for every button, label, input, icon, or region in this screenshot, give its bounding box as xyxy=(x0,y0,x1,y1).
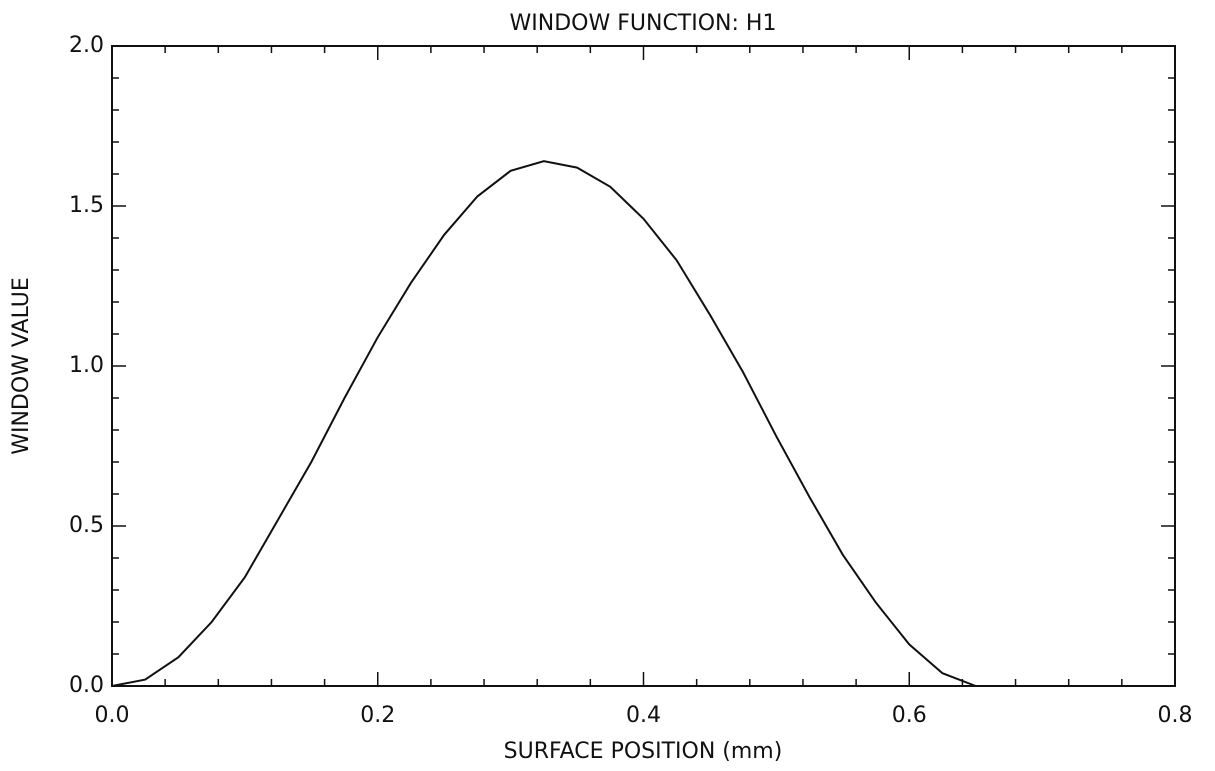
chart-title: WINDOW FUNCTION: H1 xyxy=(510,11,777,36)
y-tick-label: 1.5 xyxy=(69,193,104,218)
x-tick-label: 0.2 xyxy=(360,703,395,728)
x-tick-label: 0.8 xyxy=(1158,703,1193,728)
x-tick-label: 0.6 xyxy=(892,703,927,728)
plot-frame xyxy=(111,45,1176,687)
x-tick-label: 0.0 xyxy=(95,703,130,728)
y-tick-label: 1.0 xyxy=(69,353,104,378)
y-tick-label: 0.0 xyxy=(69,673,104,698)
x-axis-label: SURFACE POSITION (mm) xyxy=(504,739,783,764)
y-tick-label: 2.0 xyxy=(69,33,104,58)
data-line xyxy=(111,160,977,687)
y-tick-label: 0.5 xyxy=(69,513,104,538)
y-axis-label: WINDOW VALUE xyxy=(9,277,34,455)
x-tick-label: 0.4 xyxy=(626,703,661,728)
